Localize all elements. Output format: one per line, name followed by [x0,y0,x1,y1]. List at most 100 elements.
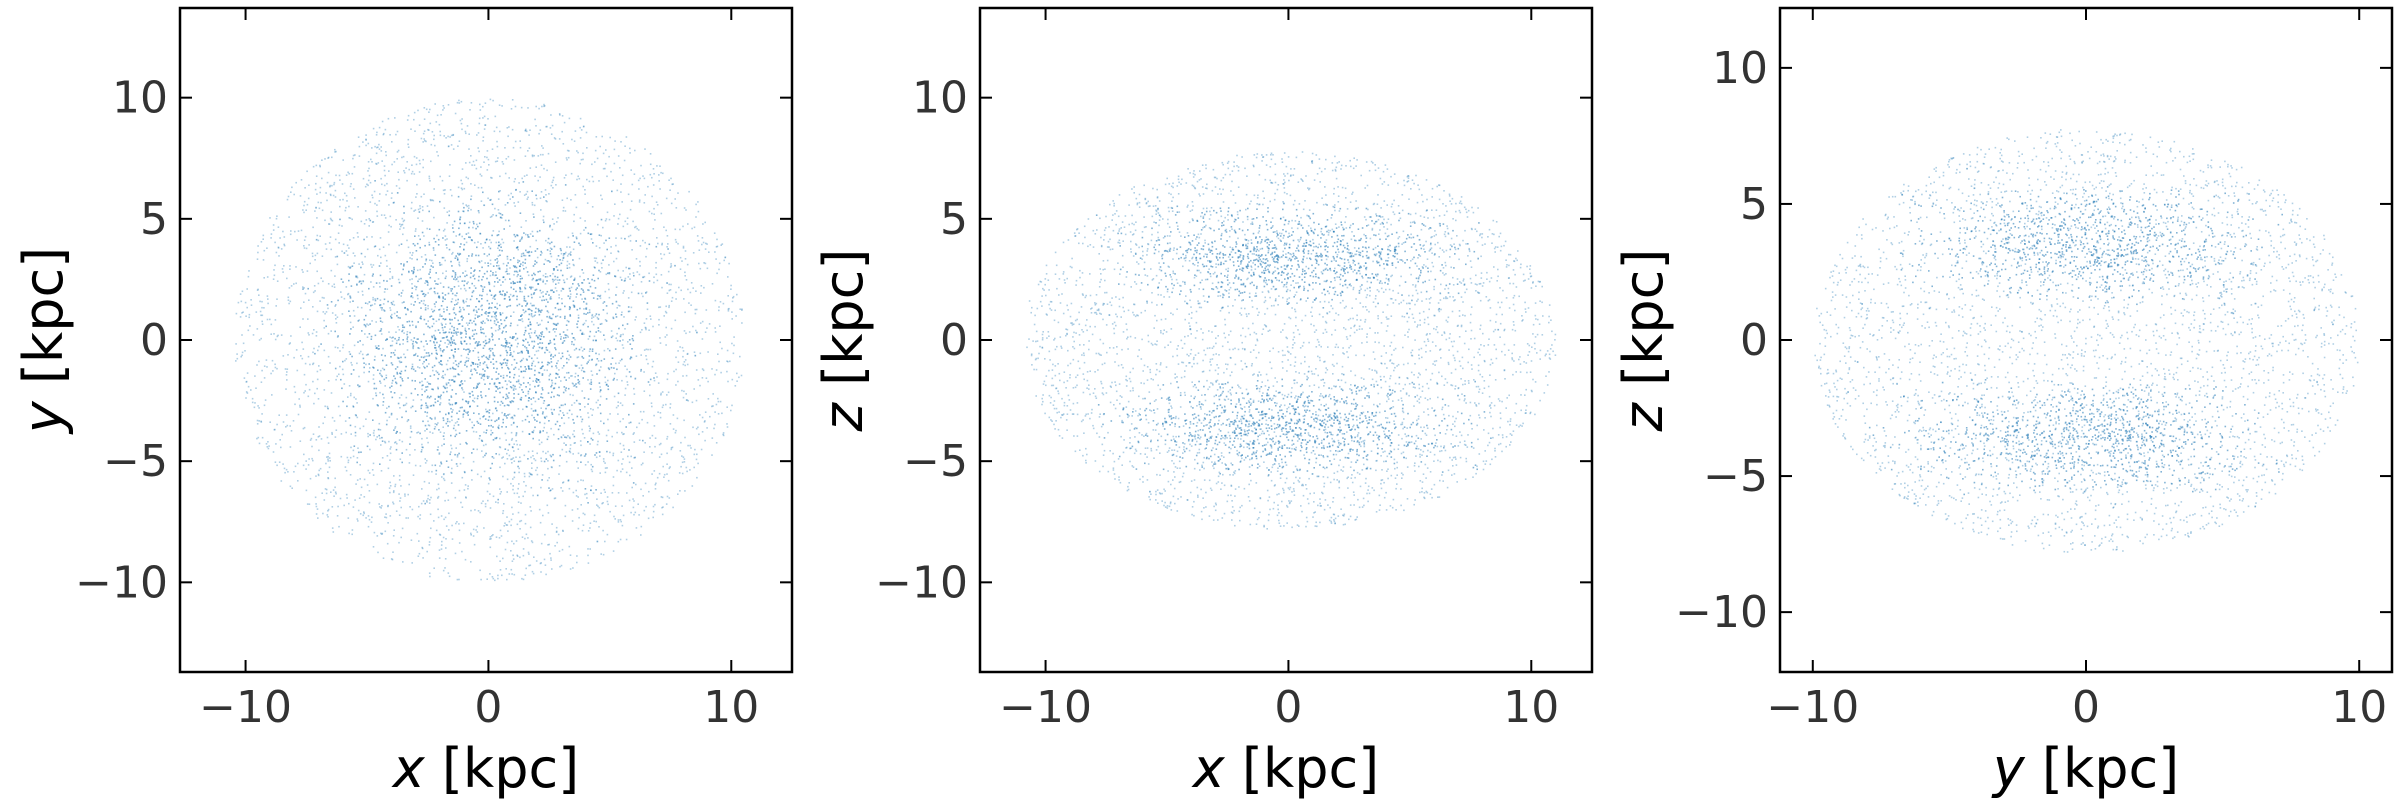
orbit-point [374,245,377,247]
orbit-point [593,266,596,268]
orbit-point [453,307,455,309]
orbit-point [517,501,520,503]
orbit-point [509,324,512,327]
orbit-point [252,334,255,336]
orbit-point [422,446,424,449]
orbit-point [457,276,459,278]
orbit-point [505,393,508,396]
orbit-point [447,412,450,414]
orbit-point [586,147,588,149]
orbit-point [488,281,490,284]
orbit-point [499,446,502,449]
orbit-point [522,264,524,267]
orbit-point [433,303,436,305]
orbit-point [568,450,571,453]
orbit-point [599,472,601,474]
orbit-point [502,163,505,165]
orbit-point [599,455,601,457]
orbit-point [284,471,286,474]
orbit-point [533,204,536,207]
orbit-point [622,514,625,517]
orbit-point [427,292,429,294]
orbit-point [504,219,507,222]
orbit-point [449,164,451,166]
orbit-point [240,355,242,358]
orbit-point [448,399,451,401]
orbit-point [454,276,456,279]
orbit-point [347,293,349,296]
orbit-point [436,114,439,117]
orbit-point [454,278,457,281]
orbit-point [578,177,581,180]
orbit-point [495,371,497,373]
orbit-point [434,329,437,332]
orbit-point [736,293,738,296]
orbit-point [493,382,496,384]
orbit-point [576,555,578,557]
orbit-point [589,548,591,550]
orbit-point [540,332,542,334]
orbit-point [377,551,379,554]
orbit-point [652,510,655,513]
orbit-point [645,291,648,293]
orbit-point [274,264,276,267]
orbit-point [502,362,504,364]
orbit-point [299,406,301,408]
orbit-point [546,349,549,351]
orbit-point [576,415,579,418]
orbit-point [577,175,579,178]
orbit-point [428,363,430,365]
orbit-point [527,365,530,367]
orbit-point [315,206,317,209]
orbit-point [533,315,535,317]
orbit-point [504,204,507,206]
orbit-point [706,427,708,429]
orbit-point [698,262,700,265]
orbit-point [434,144,436,147]
orbit-point [566,412,569,415]
orbit-point [601,502,603,505]
orbit-point [502,456,504,458]
orbit-point [622,270,624,272]
orbit-point [450,144,453,146]
orbit-point [542,219,545,221]
orbit-point [546,169,548,172]
orbit-point [435,473,437,475]
orbit-point [539,431,542,433]
orbit-point [258,294,260,296]
orbit-point [349,321,352,324]
orbit-point [577,452,580,455]
orbit-point [587,232,590,235]
orbit-point [443,443,445,445]
orbit-point [276,367,278,370]
orbit-point [393,429,395,431]
orbit-point [459,443,462,445]
orbit-point [529,564,532,567]
orbit-point [396,366,399,368]
orbit-point [498,453,501,456]
orbit-point [404,404,407,406]
orbit-point [542,215,545,218]
orbit-point [536,230,539,233]
orbit-point [701,320,704,323]
orbit-point [325,325,327,328]
orbit-point [541,387,544,389]
orbit-point [499,190,501,192]
orbit-point [455,255,457,257]
orbit-point [440,544,443,546]
orbit-point [553,323,556,326]
orbit-point [442,237,444,239]
orbit-point [404,356,407,359]
orbit-point [481,298,483,300]
orbit-point [519,528,521,530]
orbit-point [470,370,472,372]
orbit-point [356,284,358,286]
orbit-point [357,509,360,512]
orbit-point [469,350,471,352]
orbit-point [538,278,540,281]
orbit-point [328,223,330,225]
orbit-point [556,362,558,365]
orbit-point [304,235,307,238]
orbit-point [599,389,602,392]
orbit-point [539,129,542,131]
